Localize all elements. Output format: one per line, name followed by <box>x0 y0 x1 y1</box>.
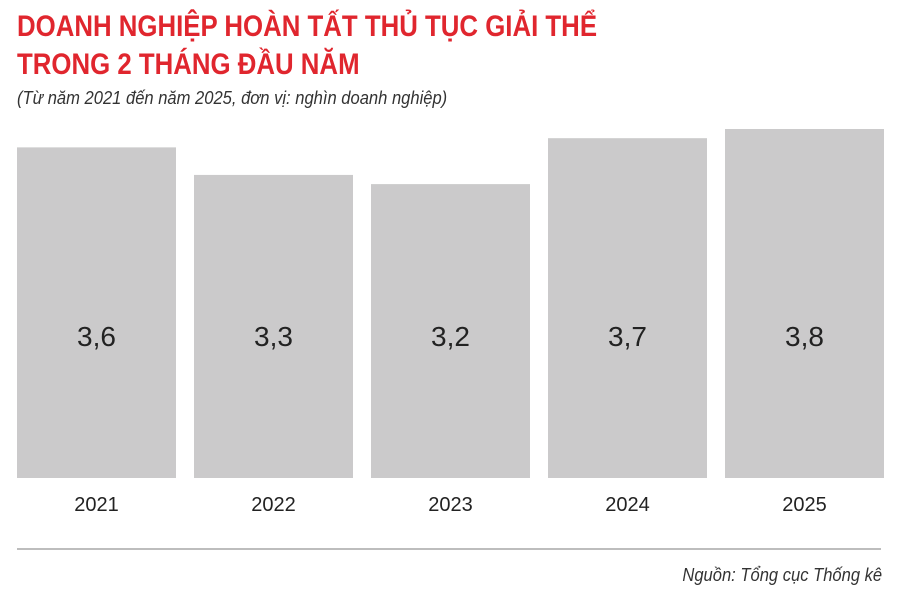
category-label-2023: 2023 <box>428 494 473 516</box>
category-label-2021: 2021 <box>74 494 119 516</box>
bar-2025 <box>725 129 884 478</box>
category-label-2024: 2024 <box>605 494 650 516</box>
chart-title-line-2: TRONG 2 THÁNG ĐẦU NĂM <box>17 48 360 81</box>
value-label-2023: 3,2 <box>431 321 470 352</box>
bar-2024 <box>548 138 707 478</box>
chart-title-line-1: DOANH NGHIỆP HOÀN TẤT THỦ TỤC GIẢI THỂ <box>17 10 598 43</box>
value-label-2022: 3,3 <box>254 321 293 352</box>
bar-2022 <box>194 174 353 478</box>
category-label-2025: 2025 <box>782 494 827 516</box>
chart-title: DOANH NGHIỆP HOÀN TẤT THỦ TỤC GIẢI THỂ T… <box>17 8 757 84</box>
chart-subtitle: (Từ năm 2021 đến năm 2025, đơn vị: nghìn… <box>17 88 448 108</box>
value-label-2024: 3,7 <box>608 321 647 352</box>
category-label-2022: 2022 <box>251 494 296 516</box>
bar-2021 <box>17 147 176 479</box>
divider-line <box>17 548 881 550</box>
value-label-2025: 3,8 <box>785 321 824 352</box>
bar-2023 <box>371 184 530 478</box>
source-note: Nguồn: Tổng cục Thống kê <box>682 565 882 585</box>
value-label-2021: 3,6 <box>77 321 116 352</box>
